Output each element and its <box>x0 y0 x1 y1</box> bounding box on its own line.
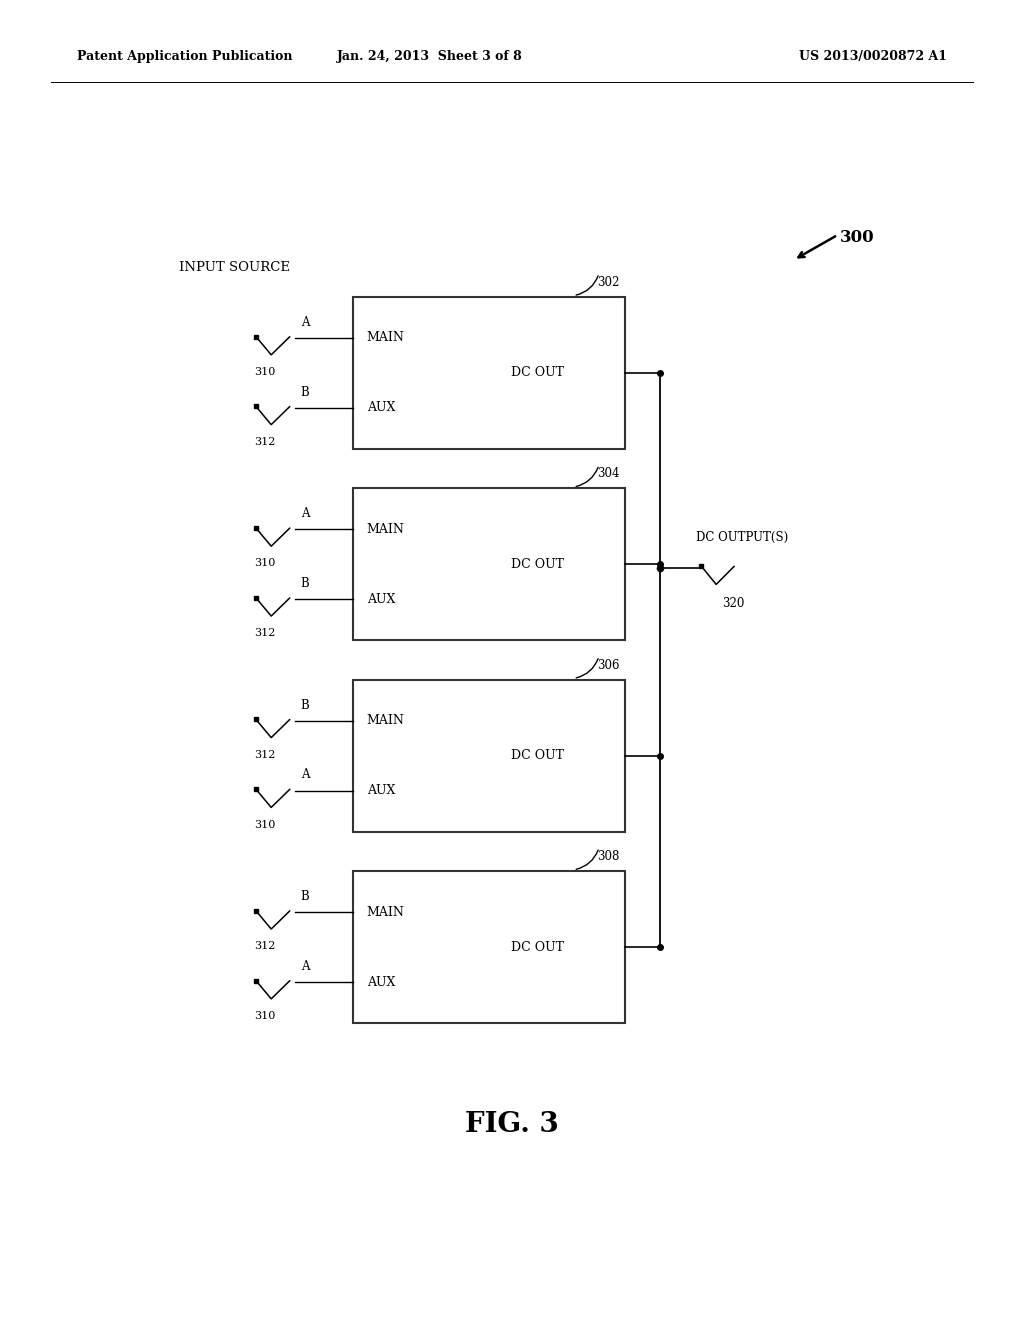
Text: MAIN: MAIN <box>367 714 404 727</box>
Text: 312: 312 <box>254 941 275 952</box>
Text: B: B <box>301 698 309 711</box>
Text: 310: 310 <box>254 558 275 569</box>
Text: A: A <box>301 315 309 329</box>
Text: 310: 310 <box>254 820 275 830</box>
Text: 310: 310 <box>254 1011 275 1022</box>
Text: 312: 312 <box>254 437 275 447</box>
Text: US 2013/0020872 A1: US 2013/0020872 A1 <box>799 50 947 63</box>
Bar <box>353 871 625 1023</box>
Text: MAIN: MAIN <box>367 331 404 345</box>
Text: Patent Application Publication: Patent Application Publication <box>77 50 292 63</box>
Text: 308: 308 <box>597 850 620 863</box>
Text: A: A <box>301 768 309 781</box>
Text: FIG. 3: FIG. 3 <box>465 1111 559 1138</box>
Text: B: B <box>301 577 309 590</box>
Text: DC OUT: DC OUT <box>511 750 563 762</box>
Text: A: A <box>301 960 309 973</box>
Text: DC OUT: DC OUT <box>511 558 563 570</box>
Bar <box>353 680 625 832</box>
Text: Jan. 24, 2013  Sheet 3 of 8: Jan. 24, 2013 Sheet 3 of 8 <box>337 50 523 63</box>
Text: 302: 302 <box>597 276 620 289</box>
Text: INPUT SOURCE: INPUT SOURCE <box>179 261 290 275</box>
Text: B: B <box>301 385 309 399</box>
Text: AUX: AUX <box>367 784 395 797</box>
Text: DC OUTPUT(S): DC OUTPUT(S) <box>696 531 788 544</box>
Text: DC OUT: DC OUT <box>511 941 563 953</box>
Bar <box>353 488 625 640</box>
Bar <box>353 297 625 449</box>
Text: 312: 312 <box>254 750 275 760</box>
Text: MAIN: MAIN <box>367 523 404 536</box>
Text: 300: 300 <box>840 230 874 246</box>
Text: AUX: AUX <box>367 593 395 606</box>
Text: 312: 312 <box>254 628 275 639</box>
Text: 320: 320 <box>722 597 744 610</box>
Text: B: B <box>301 890 309 903</box>
Text: DC OUT: DC OUT <box>511 367 563 379</box>
Text: MAIN: MAIN <box>367 906 404 919</box>
Text: AUX: AUX <box>367 975 395 989</box>
Text: 306: 306 <box>597 659 620 672</box>
Text: AUX: AUX <box>367 401 395 414</box>
Text: 310: 310 <box>254 367 275 378</box>
Text: 304: 304 <box>597 467 620 480</box>
Text: A: A <box>301 507 309 520</box>
